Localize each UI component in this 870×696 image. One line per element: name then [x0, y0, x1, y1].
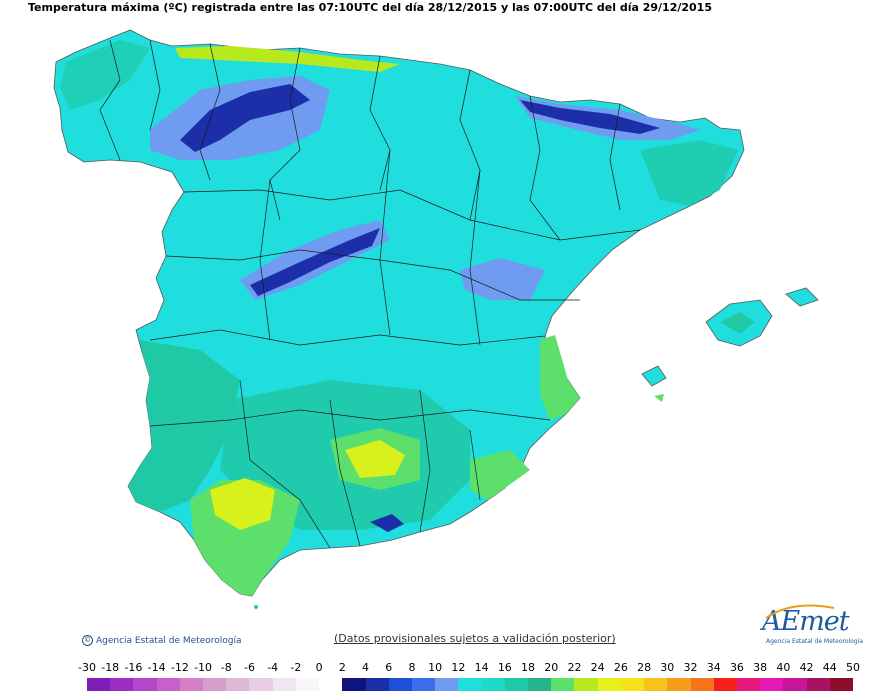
- legend-tick-label: -2: [290, 661, 302, 674]
- legend-tick-label: 8: [408, 661, 416, 674]
- legend-color-swatch: [272, 678, 297, 691]
- ceuta-dot: [254, 605, 258, 609]
- legend-tick-label: 16: [497, 661, 512, 674]
- legend-color-swatch: [783, 678, 808, 691]
- legend-color-swatch: [87, 678, 111, 691]
- warm-murcia: [470, 450, 530, 500]
- legend-tick-label: 30: [660, 661, 675, 674]
- legend-color-swatch: [597, 678, 622, 691]
- legend-color-swatch: [342, 678, 367, 691]
- legend-color-swatch: [713, 678, 738, 691]
- legend-tick-label: 14: [474, 661, 489, 674]
- legend-color-swatch: [528, 678, 552, 691]
- legend-tick-label: 44: [822, 661, 837, 674]
- colder-pyrenees: [520, 100, 660, 134]
- legend-tick-label: 20: [544, 661, 559, 674]
- legend-tick-label: 40: [776, 661, 791, 674]
- legend-color-swatch: [760, 678, 784, 691]
- teal-east: [640, 140, 738, 206]
- legend-color-swatch: [249, 678, 274, 691]
- temperature-map: [53, 29, 819, 609]
- menorca: [785, 287, 819, 307]
- legend-tick-label: -16: [124, 661, 143, 674]
- legend-color-swatch: [203, 678, 227, 691]
- legend-tick-label: -10: [194, 661, 213, 674]
- copyright-icon: ©: [82, 635, 93, 646]
- legend-tick-label: -8: [220, 661, 232, 674]
- legend-tick-label: 4: [362, 661, 370, 674]
- legend-color-swatch: [411, 678, 436, 691]
- legend-tick-label: -18: [101, 661, 120, 674]
- legend-tick-label: 18: [521, 661, 536, 674]
- province-borders: [99, 39, 641, 549]
- colder-central: [250, 228, 380, 296]
- legend-tick-label: 26: [613, 661, 628, 674]
- legend-color-swatch: [295, 678, 320, 691]
- legend-tick-label: -4: [267, 661, 279, 674]
- legend-color-swatch: [620, 678, 645, 691]
- warm-north-coast: [175, 46, 400, 72]
- logo-subtitle: Agencia Estatal de Meteorología: [766, 638, 863, 645]
- legend-tick-label: 28: [637, 661, 652, 674]
- aemet-logo: AEmet Agencia Estatal de Meteorología: [762, 604, 863, 645]
- legend-color-swatch: [690, 678, 715, 691]
- legend-color-swatch: [226, 678, 250, 691]
- legend-tick-label: 6: [385, 661, 393, 674]
- legend-tick-label: 0: [315, 661, 323, 674]
- legend-color-swatch: [458, 678, 483, 691]
- credit-label: Agencia Estatal de Meteorología: [96, 636, 242, 646]
- legend-color-swatch: [156, 678, 181, 691]
- warm-valencia: [540, 335, 580, 420]
- colder-cantabrian: [180, 84, 310, 152]
- legend-color-swatch: [435, 678, 459, 691]
- mallorca-warm: [720, 312, 755, 334]
- legend-tick-label: 22: [567, 661, 582, 674]
- teal-west: [128, 340, 240, 512]
- logo-arc-icon: [765, 604, 835, 619]
- teal-north: [60, 40, 150, 110]
- legend-tick-label: 34: [706, 661, 721, 674]
- legend-color-swatch: [179, 678, 204, 691]
- temperature-legend: -30 -18 -16 -14 -12 -10 -8 -6 -4 -2 0 2 4 6 8 10 12 14 16 1…: [0, 660, 870, 696]
- legend-color-swatch: [481, 678, 506, 691]
- hot-south-west: [210, 478, 275, 530]
- legend-tick-label: 12: [451, 661, 466, 674]
- cold-sierra-nevada: [370, 514, 404, 532]
- legend-color-swatch: [644, 678, 668, 691]
- map-title: Temperatura máxima (ºC) registrada entre…: [28, 1, 712, 14]
- legend-color-swatch: [551, 678, 575, 691]
- legend-tick-label: 24: [590, 661, 605, 674]
- legend-color-swatch: [667, 678, 691, 691]
- legend-tick-label: -12: [170, 661, 189, 674]
- provisional-note: (Datos provisionales sujetos a validació…: [334, 632, 616, 645]
- legend-tick-label: -6: [244, 661, 255, 674]
- legend-color-swatch: [736, 678, 761, 691]
- legend-tick-label: 38: [753, 661, 768, 674]
- legend-tick-label: 50: [846, 661, 860, 674]
- legend-color-swatch: [110, 678, 134, 691]
- ibiza: [641, 365, 667, 387]
- legend-tick-label: 10: [428, 661, 443, 674]
- legend-tick-label: -30: [78, 661, 96, 674]
- legend-tick-label: 2: [338, 661, 346, 674]
- hot-granada: [345, 440, 405, 478]
- legend-color-swatch: [388, 678, 413, 691]
- legend-color-swatch: [133, 678, 158, 691]
- legend-color-swatch: [574, 678, 599, 691]
- credit-text: © Agencia Estatal de Meteorología: [82, 635, 242, 646]
- formentera: [654, 394, 664, 402]
- legend-color-swatch: [806, 678, 831, 691]
- legend-color-swatch: [504, 678, 529, 691]
- legend-color-swatch: [365, 678, 390, 691]
- cold-iberico: [460, 258, 545, 300]
- legend-tick-label: -14: [147, 661, 166, 674]
- legend-tick-label: 36: [729, 661, 744, 674]
- legend-color-swatch: [829, 678, 854, 691]
- legend-tick-label: 32: [683, 661, 698, 674]
- legend-tick-label: 42: [799, 661, 814, 674]
- legend-color-swatch: [319, 678, 343, 691]
